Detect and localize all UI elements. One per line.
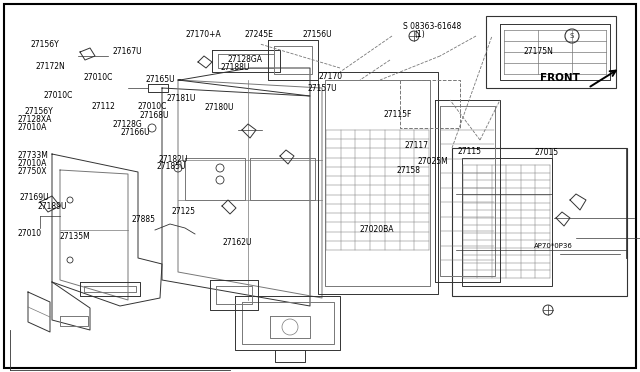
Text: 27180U: 27180U: [205, 103, 234, 112]
Text: (1): (1): [415, 30, 426, 39]
Text: 27166U: 27166U: [120, 128, 150, 137]
Text: 27135M: 27135M: [60, 232, 90, 241]
Text: 27125: 27125: [172, 207, 196, 216]
Text: S 08363-61648: S 08363-61648: [403, 22, 461, 31]
Text: 27750X: 27750X: [18, 167, 47, 176]
Text: 27157U: 27157U: [307, 84, 337, 93]
Text: 27112: 27112: [92, 102, 115, 110]
Text: 27181U: 27181U: [166, 94, 196, 103]
Text: 27156Y: 27156Y: [24, 107, 53, 116]
Text: 27165U: 27165U: [146, 75, 175, 84]
Text: 27188U: 27188U: [221, 63, 250, 72]
Text: 27115: 27115: [458, 147, 481, 156]
Text: FRONT: FRONT: [540, 73, 579, 83]
Text: 27168U: 27168U: [140, 111, 169, 120]
Text: 27170: 27170: [319, 72, 343, 81]
Text: 27189U: 27189U: [37, 202, 67, 211]
Text: 27128XA: 27128XA: [18, 115, 52, 124]
Text: 27733M: 27733M: [18, 151, 49, 160]
Bar: [486, 16, 616, 88]
Text: 27115F: 27115F: [384, 110, 412, 119]
Text: 27117: 27117: [404, 141, 429, 150]
Text: 27015: 27015: [534, 148, 559, 157]
Text: AP70*0P36: AP70*0P36: [534, 243, 573, 248]
Text: 27010A: 27010A: [18, 159, 47, 168]
Text: 27010A: 27010A: [18, 123, 47, 132]
Text: 27156U: 27156U: [302, 30, 332, 39]
Text: 27172N: 27172N: [35, 62, 65, 71]
Text: 27162U: 27162U: [223, 238, 252, 247]
Text: 27010: 27010: [18, 229, 42, 238]
Text: 27175N: 27175N: [524, 47, 554, 56]
Text: S: S: [570, 33, 574, 39]
Text: 27156Y: 27156Y: [31, 40, 60, 49]
Text: 27182U: 27182U: [159, 155, 188, 164]
Text: 27128GA: 27128GA: [227, 55, 262, 64]
Text: 27020BA: 27020BA: [360, 225, 394, 234]
Text: 27185U: 27185U: [157, 162, 186, 171]
Text: 27010C: 27010C: [138, 102, 167, 111]
Text: 27885: 27885: [131, 215, 155, 224]
Bar: [452, 148, 627, 296]
Text: 27158: 27158: [397, 166, 421, 174]
Text: 27025M: 27025M: [418, 157, 449, 166]
Text: 27170+A: 27170+A: [186, 30, 221, 39]
Text: 27245E: 27245E: [244, 30, 273, 39]
Text: 27010C: 27010C: [83, 73, 113, 82]
Text: 27169U: 27169U: [19, 193, 49, 202]
Text: 27128G: 27128G: [112, 120, 141, 129]
Text: 27167U: 27167U: [112, 47, 141, 56]
Text: 27010C: 27010C: [44, 92, 73, 100]
Bar: [462, 158, 552, 286]
